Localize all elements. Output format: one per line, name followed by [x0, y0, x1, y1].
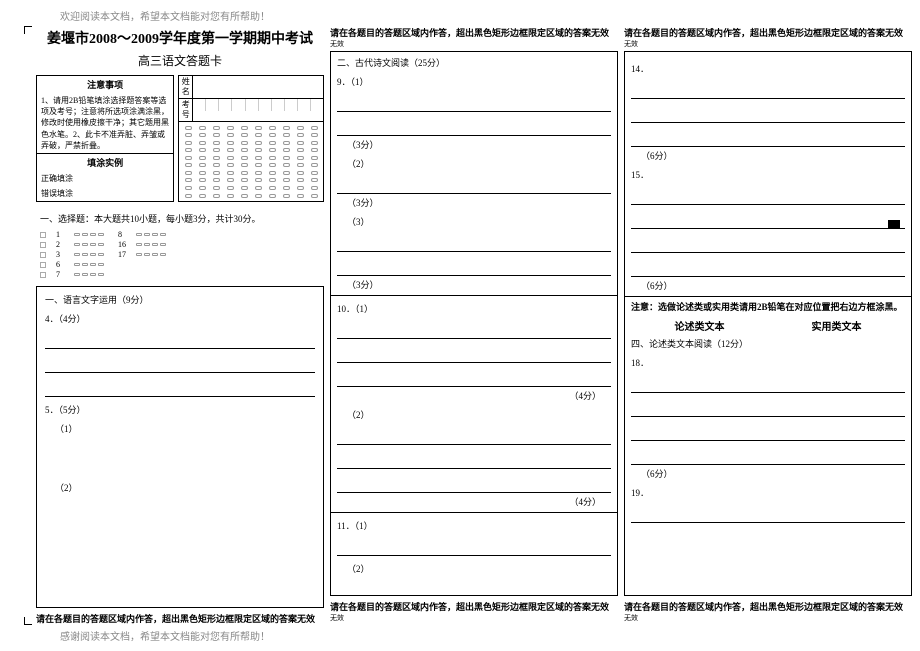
- section1-title: 一、语言文字运用（9分）: [45, 293, 315, 306]
- examno-label: 考号: [179, 99, 193, 121]
- align-mark-icon: [888, 220, 900, 228]
- footer-note: 感谢阅读本文档，希望本文档能对您有所帮助！: [60, 628, 270, 643]
- choice-row: 论述类文本 实用类文本: [631, 318, 905, 333]
- header-warning-3-sub: 无效: [624, 39, 912, 49]
- fill-example-bad: 错误填涂: [37, 186, 173, 201]
- section2-box: 二、古代诗文阅读（25分） 9．（1） （3分） （2） （3分） （3） （3…: [330, 51, 618, 596]
- header-note: 欢迎阅读本文档，希望本文档能对您有所帮助！: [60, 8, 270, 23]
- q9-3-score: （3分）: [337, 278, 611, 291]
- crop-mark-tl: [24, 26, 32, 34]
- selection-head: 一、选择题：本大题共10小题，每小题3分，共计30分。: [40, 212, 324, 225]
- footer-warning-3-sub: 无效: [624, 613, 912, 623]
- q11-2: （2）: [337, 562, 611, 575]
- crop-mark-bl: [24, 617, 32, 625]
- q5-label: 5．（5分）: [45, 403, 315, 416]
- q19: 19．: [631, 486, 905, 499]
- fill-example-head: 填涂实例: [37, 154, 173, 171]
- q11-1: 11．（1）: [337, 519, 611, 532]
- choice-a: 论述类文本: [675, 318, 725, 333]
- q10-1: 10．（1）: [337, 302, 611, 315]
- q9-1: 9．（1）: [337, 75, 611, 88]
- footer-warning-2-sub: 无效: [330, 613, 618, 623]
- q5-2-label: （2）: [45, 481, 315, 494]
- header-warning-2: 请在各题目的答题区域内作答，超出黑色矩形边框限定区域的答案无效: [330, 26, 618, 39]
- footer-warning-1: 请在各题目的答题区域内作答，超出黑色矩形边框限定区域的答案无效: [36, 612, 324, 625]
- q9-1-score: （3分）: [337, 138, 611, 151]
- footer-warning-3: 请在各题目的答题区域内作答，超出黑色矩形边框限定区域的答案无效: [624, 600, 912, 613]
- q-num: 3: [56, 250, 68, 259]
- column-2: 请在各题目的答题区域内作答，超出黑色矩形边框限定区域的答案无效 无效 二、古代诗…: [330, 26, 618, 625]
- q4-label: 4．（4分）: [45, 312, 315, 325]
- q14-score: （6分）: [631, 149, 905, 162]
- q9-3: （3）: [337, 215, 611, 228]
- q10-2: （2）: [337, 408, 611, 421]
- exam-title: 姜堰市2008～2009学年度第一学期期中考试: [36, 28, 324, 48]
- q-num: 2: [56, 240, 68, 249]
- q-num: 1: [56, 230, 68, 239]
- q14: 14．: [631, 62, 905, 75]
- selection-rows: 1 2 3 6 7 8 16 17: [36, 229, 324, 280]
- name-label: 姓名: [179, 76, 193, 98]
- page-columns: 姜堰市2008～2009学年度第一学期期中考试 高三语文答题卡 注意事项 1、请…: [36, 26, 912, 625]
- q5-1-label: （1）: [45, 422, 315, 435]
- section2-title: 二、古代诗文阅读（25分）: [337, 56, 611, 69]
- instruction-box: 注意事项 1、请用2B铅笔填涂选择题答案等选项及考号；注意将所选项涂满涂黑，修改…: [36, 75, 174, 202]
- choice-notice: 注意：选做论述类或实用类请用2B铅笔在对应位置把右边方框涂黑。: [631, 301, 905, 314]
- q10-1-score: （4分）: [337, 389, 611, 402]
- q-num: 17: [118, 250, 130, 259]
- q15-score: （6分）: [631, 279, 905, 292]
- q-num: 16: [118, 240, 130, 249]
- instruction-body: 1、请用2B铅笔填涂选择题答案等选项及考号；注意将所选项涂满涂黑，修改时使用橡皮…: [37, 93, 173, 153]
- header-warning-3: 请在各题目的答题区域内作答，超出黑色矩形边框限定区域的答案无效: [624, 26, 912, 39]
- column-1: 姜堰市2008～2009学年度第一学期期中考试 高三语文答题卡 注意事项 1、请…: [36, 26, 324, 625]
- q-num: 8: [118, 230, 130, 239]
- q9-2-score: （3分）: [337, 196, 611, 209]
- q15: 15．: [631, 168, 905, 181]
- fill-example-ok: 正确填涂: [37, 171, 173, 186]
- instruction-row: 注意事项 1、请用2B铅笔填涂选择题答案等选项及考号；注意将所选项涂满涂黑，修改…: [36, 75, 324, 202]
- q18: 18．: [631, 356, 905, 369]
- footer-warning-2: 请在各题目的答题区域内作答，超出黑色矩形边框限定区域的答案无效: [330, 600, 618, 613]
- exam-subtitle: 高三语文答题卡: [36, 52, 324, 69]
- section3-box: 14． （6分） 15． （6分） 注意：选做论述类或实用类请用2B铅笔在对应位…: [624, 51, 912, 596]
- section1-box: 一、语言文字运用（9分） 4．（4分） 5．（5分） （1） （2）: [36, 286, 324, 608]
- q9-2: （2）: [337, 157, 611, 170]
- q-num: 6: [56, 260, 68, 269]
- instruction-head: 注意事项: [37, 76, 173, 93]
- header-warning-2-sub: 无效: [330, 39, 618, 49]
- section4-title: 四、论述类文本阅读（12分）: [631, 337, 905, 350]
- bubble-grid: // placeholder removed; building via DOM…: [179, 122, 323, 201]
- id-grid: 姓名 考号 // placeholder removed; building v…: [178, 75, 324, 202]
- q18-score: （6分）: [631, 467, 905, 480]
- choice-b: 实用类文本: [812, 318, 862, 333]
- q-num: 7: [56, 270, 68, 279]
- q10-2-score: （4分）: [337, 495, 611, 508]
- column-3: 请在各题目的答题区域内作答，超出黑色矩形边框限定区域的答案无效 无效 14． （…: [624, 26, 912, 625]
